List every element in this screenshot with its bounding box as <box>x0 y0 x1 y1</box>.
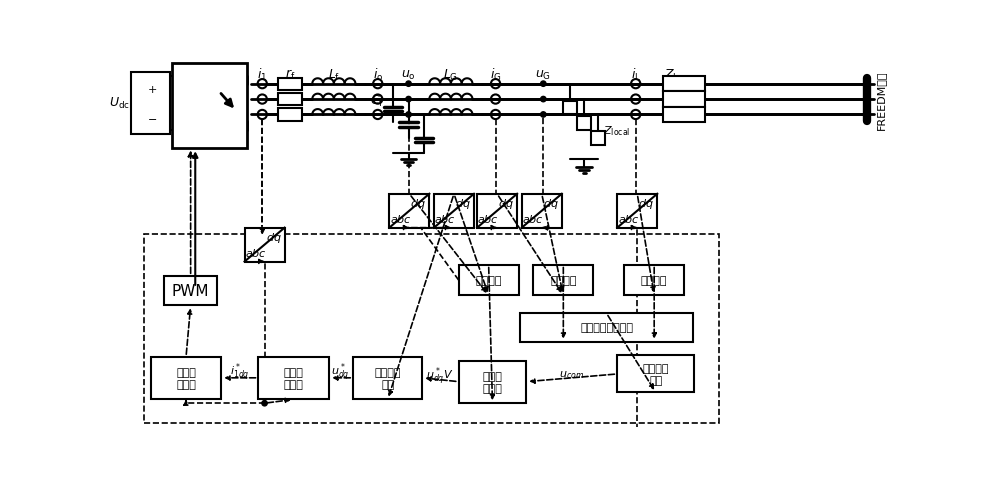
Text: $dq$: $dq$ <box>455 197 471 211</box>
Text: $i_{\rm L}$: $i_{\rm L}$ <box>631 67 641 84</box>
Text: $u^*_{dq}$: $u^*_{dq}$ <box>331 361 350 383</box>
Bar <box>434 194 474 228</box>
Text: $abc$: $abc$ <box>245 247 267 259</box>
Bar <box>663 77 705 92</box>
Text: $C_{\rm f}$: $C_{\rm f}$ <box>370 94 384 109</box>
Bar <box>520 313 693 342</box>
Text: $dq$: $dq$ <box>638 197 654 211</box>
Text: $Z_{\rm L}$: $Z_{\rm L}$ <box>664 68 680 83</box>
Text: 等效线路阻抗计算: 等效线路阻抗计算 <box>580 323 633 333</box>
Text: 虚拟阻抗
控制: 虚拟阻抗 控制 <box>375 368 401 389</box>
Text: 功率计算: 功率计算 <box>475 276 502 286</box>
Text: $dq$: $dq$ <box>498 197 514 211</box>
Text: $u_{com}$: $u_{com}$ <box>559 368 584 380</box>
Text: $P_{\rm L}$、$Q_{\rm L}$: $P_{\rm L}$、$Q_{\rm L}$ <box>638 330 670 344</box>
Text: $i_{\rm G}$: $i_{\rm G}$ <box>490 67 501 84</box>
Text: $u_{\rm o}$: $u_{\rm o}$ <box>401 69 416 82</box>
Circle shape <box>541 97 546 103</box>
Bar <box>577 117 591 131</box>
Text: 电流内
环控制: 电流内 环控制 <box>176 368 196 389</box>
Bar <box>459 265 519 296</box>
Text: $u_{\rm G}$: $u_{\rm G}$ <box>535 69 551 82</box>
Bar <box>563 101 577 115</box>
Bar <box>663 92 705 108</box>
Bar <box>617 194 657 228</box>
Bar <box>353 357 422 399</box>
Text: $-$: $-$ <box>147 112 157 122</box>
Bar <box>172 64 247 148</box>
Text: $i_1$: $i_1$ <box>257 67 267 84</box>
Text: $abc$: $abc$ <box>434 213 456 225</box>
Circle shape <box>541 112 546 118</box>
Text: $dq$: $dq$ <box>410 197 426 211</box>
Bar <box>624 265 684 296</box>
Bar <box>245 228 285 262</box>
Bar <box>131 73 170 134</box>
Text: $dq$: $dq$ <box>543 197 558 211</box>
Bar <box>477 194 517 228</box>
Text: $abc$: $abc$ <box>390 213 411 225</box>
Circle shape <box>406 112 411 118</box>
Bar <box>389 194 429 228</box>
Circle shape <box>541 82 546 87</box>
Text: 功率计算: 功率计算 <box>641 276 667 286</box>
Circle shape <box>406 82 411 87</box>
Text: 电压补偿
计算: 电压补偿 计算 <box>642 363 669 385</box>
Bar <box>151 357 221 399</box>
Bar <box>459 361 526 403</box>
Text: $Z_{\rm local}$: $Z_{\rm local}$ <box>603 124 630 137</box>
Bar <box>278 78 302 91</box>
Bar <box>278 94 302 106</box>
Text: 电压外
环控制: 电压外 环控制 <box>284 368 304 389</box>
Text: FREEDM微网: FREEDM微网 <box>876 70 886 130</box>
Bar <box>144 234 719 423</box>
Text: $abc$: $abc$ <box>477 213 499 225</box>
Bar <box>663 108 705 123</box>
Text: $abc$: $abc$ <box>522 213 544 225</box>
Text: $r_{\rm f}$: $r_{\rm f}$ <box>285 68 295 82</box>
Circle shape <box>406 97 411 103</box>
Text: 改进下
垂控制: 改进下 垂控制 <box>483 372 502 393</box>
Text: $P_{\rm G}$、$Q_{\rm G}$: $P_{\rm G}$、$Q_{\rm G}$ <box>546 330 581 344</box>
Text: $abc$: $abc$ <box>618 213 639 225</box>
Bar <box>533 265 593 296</box>
Bar <box>164 276 217 306</box>
Text: $i_{\rm o}$: $i_{\rm o}$ <box>373 67 383 84</box>
Bar <box>591 132 605 146</box>
Bar <box>617 356 694 393</box>
Text: $L_{\rm f}$: $L_{\rm f}$ <box>328 68 340 83</box>
Text: $u^*_{dq}$V: $u^*_{dq}$V <box>426 365 454 387</box>
Text: $dq$: $dq$ <box>266 231 281 245</box>
Text: +: + <box>147 85 157 95</box>
Text: 功率计算: 功率计算 <box>550 276 577 286</box>
Bar <box>278 109 302 121</box>
Text: $U_{\rm dc}$: $U_{\rm dc}$ <box>109 96 130 111</box>
Bar <box>522 194 562 228</box>
Text: PWM: PWM <box>172 284 209 299</box>
Circle shape <box>262 401 267 406</box>
Bar <box>258 357 329 399</box>
Text: $i^*_{1dq}$: $i^*_{1dq}$ <box>230 361 250 383</box>
Text: $L_{\rm G}$: $L_{\rm G}$ <box>443 68 458 83</box>
